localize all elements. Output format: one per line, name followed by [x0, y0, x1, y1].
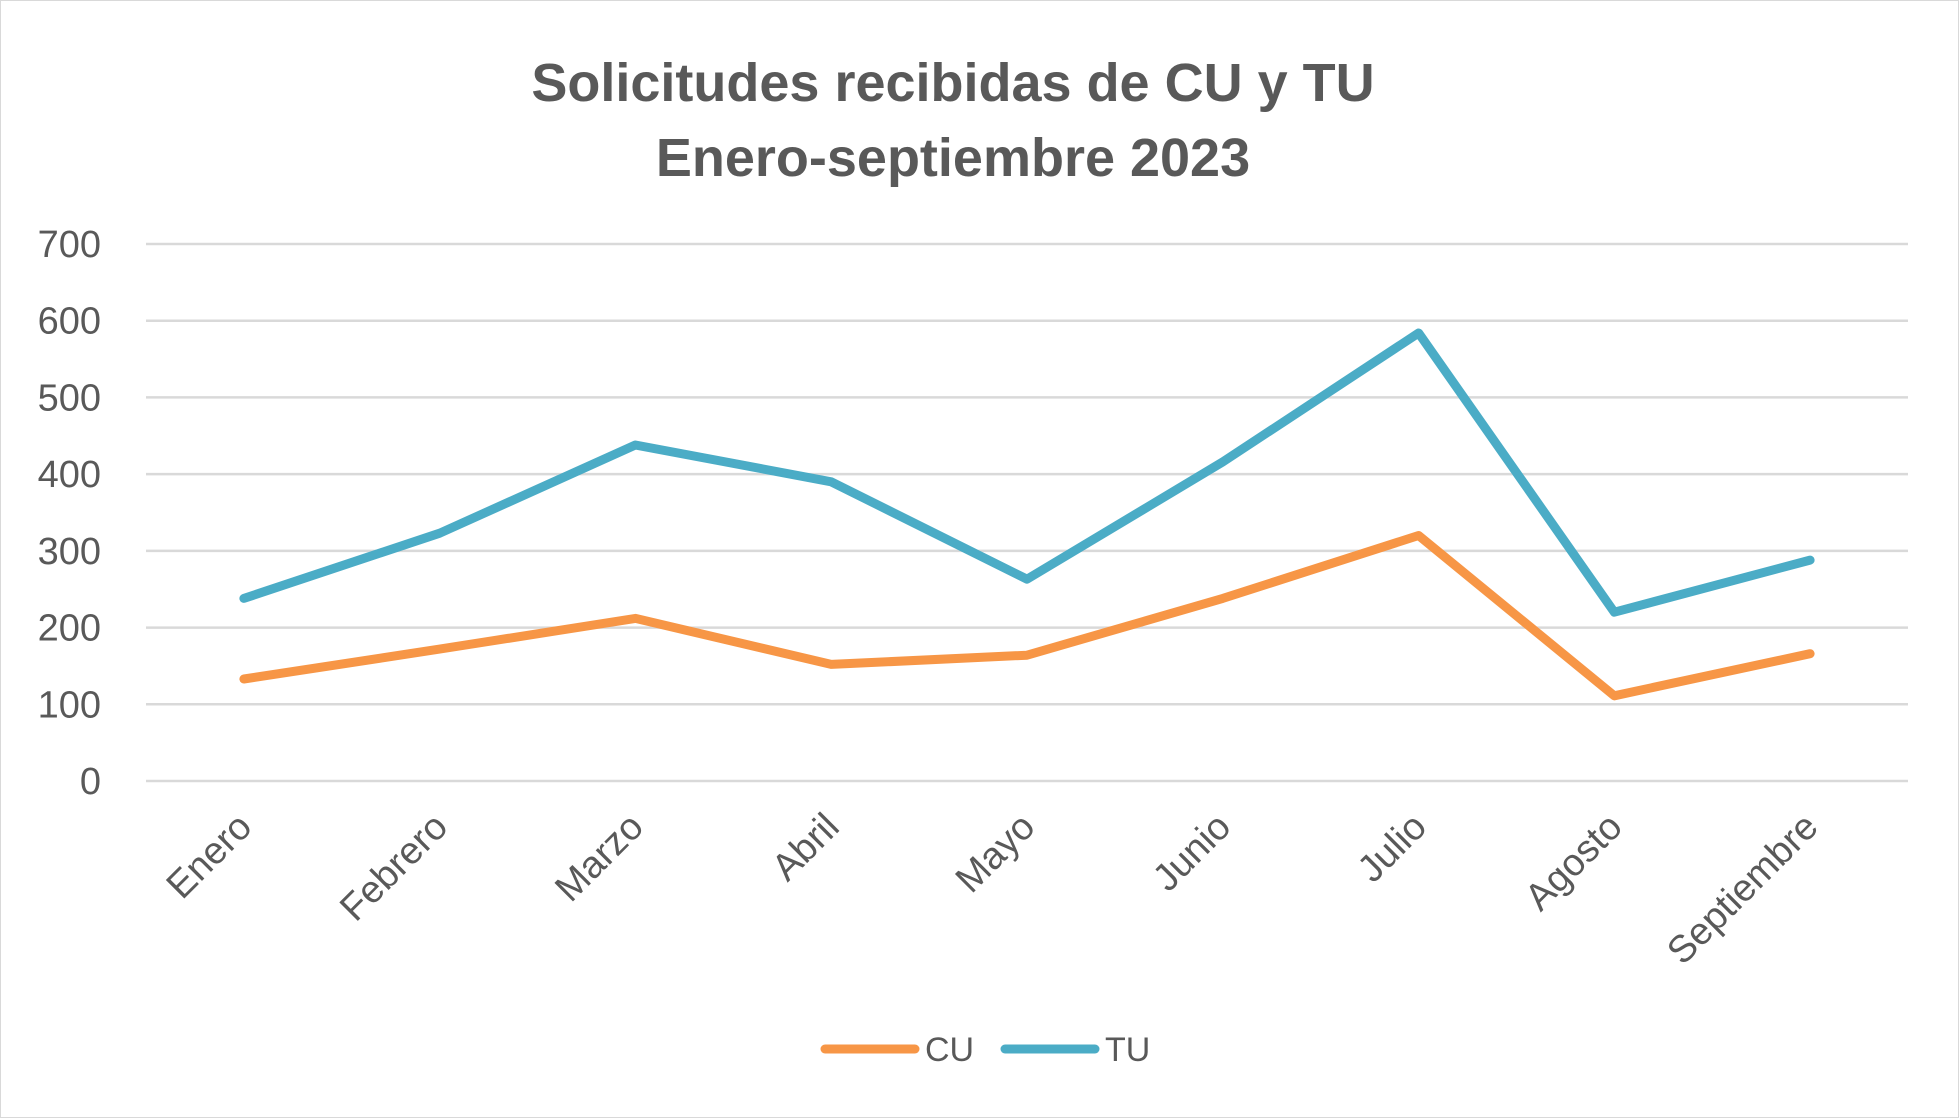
y-tick-label: 200	[38, 608, 101, 650]
legend-label-cu: CU	[925, 1031, 974, 1069]
series-line-tu	[239, 328, 1815, 617]
chart-title-line-1: Solicitudes recibidas de CU y TU	[531, 53, 1374, 113]
x-tick-label: Enero	[159, 806, 260, 907]
x-tick-label: Abril	[764, 806, 847, 889]
chart-title-line-2: Enero-septiembre 2023	[656, 128, 1250, 188]
y-axis-tick-labels: 0 100 200 300 400 500 600 700	[38, 224, 101, 803]
y-tick-label: 100	[38, 684, 101, 726]
x-tick-label: Febrero	[332, 806, 456, 930]
chart-title: Solicitudes recibidas de CU y TU Enero-s…	[531, 53, 1374, 188]
y-tick-label: 300	[38, 531, 101, 573]
x-tick-label: Junio	[1145, 806, 1239, 900]
x-axis-tick-labels: Enero Febrero Marzo Abril Mayo Junio Julio Agos…	[159, 806, 1827, 973]
x-tick-label: Agosto	[1517, 806, 1630, 919]
y-tick-label: 700	[38, 224, 101, 266]
y-tick-label: 600	[38, 301, 101, 343]
y-tick-label: 500	[38, 377, 101, 419]
x-tick-label: Marzo	[547, 806, 651, 910]
x-tick-label: Julio	[1350, 806, 1435, 891]
x-tick-label: Septiembre	[1659, 806, 1826, 973]
legend-label-tu: TU	[1105, 1031, 1150, 1069]
x-tick-label: Mayo	[948, 806, 1043, 901]
y-tick-label: 400	[38, 454, 101, 496]
series-lines	[239, 328, 1815, 701]
legend: CU TU	[820, 1031, 1150, 1069]
y-tick-label: 0	[80, 761, 101, 803]
series-line-cu	[239, 531, 1815, 701]
gridlines	[146, 242, 1908, 783]
